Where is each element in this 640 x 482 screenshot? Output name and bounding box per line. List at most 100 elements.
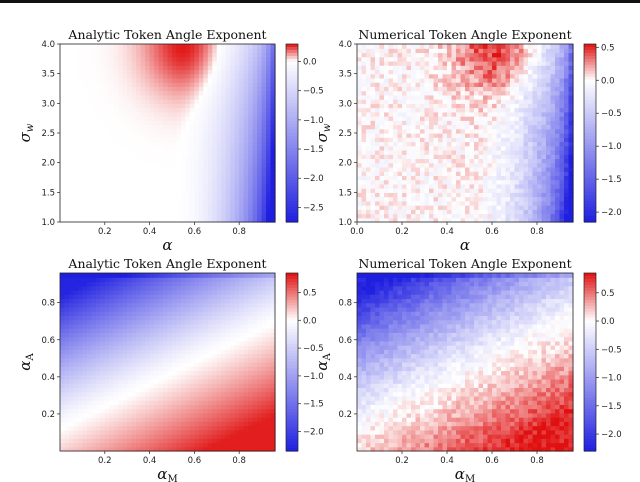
heatmap-cell [483, 128, 489, 134]
heatmap-cell [496, 175, 502, 181]
heatmap-cell [474, 60, 480, 66]
heatmap-cell [496, 200, 502, 206]
heatmap-cell [415, 94, 421, 100]
heatmap-cell [384, 217, 390, 223]
heatmap-cell [541, 171, 547, 176]
y-tick-label: 2.0 [338, 159, 352, 169]
heatmap-cell [442, 86, 448, 92]
heatmap-cell [411, 128, 417, 134]
heatmap-cell [248, 86, 254, 92]
colorbar-step [286, 150, 298, 155]
heatmap-cell [550, 103, 556, 109]
heatmap-cell [60, 196, 66, 202]
heatmap-cell [248, 217, 254, 223]
heatmap-cell [225, 90, 231, 96]
heatmap-cell [546, 145, 552, 151]
heatmap-cell [131, 383, 137, 389]
heatmap-cell [176, 154, 182, 160]
heatmap-cell [118, 395, 124, 401]
heatmap-cell [266, 65, 272, 71]
heatmap-cell [145, 82, 151, 87]
heatmap-cell [252, 124, 258, 130]
heatmap-cell [438, 192, 444, 198]
heatmap-cell [100, 438, 106, 444]
heatmap-cell [370, 192, 376, 198]
heatmap-cell [216, 52, 222, 58]
heatmap-cell [60, 391, 66, 397]
heatmap-cell [73, 213, 79, 219]
heatmap-cell [266, 94, 272, 100]
heatmap-cell [239, 158, 245, 164]
chart-title: Analytic Token Angle Exponent [67, 27, 266, 42]
heatmap-cell [122, 213, 128, 219]
heatmap-cell [82, 99, 88, 104]
heatmap-cell [91, 137, 97, 143]
heatmap-cell [149, 179, 155, 185]
heatmap-cell [411, 111, 417, 117]
heatmap-cell [77, 357, 83, 363]
x-tick-label: 0.0 [350, 227, 364, 237]
heatmap-cell [64, 357, 70, 363]
heatmap-cell [438, 200, 444, 206]
heatmap-cell [357, 86, 363, 92]
heatmap-cell [118, 315, 124, 321]
heatmap-cell [136, 137, 142, 143]
heatmap-cell [397, 209, 403, 215]
colorbar-step [286, 207, 298, 211]
heatmap-cell [167, 145, 173, 151]
heatmap-cell [248, 90, 254, 96]
heatmap-cell [198, 192, 204, 198]
heatmap-cell [411, 107, 417, 113]
heatmap-cell [519, 200, 525, 206]
heatmap-cell [402, 107, 408, 113]
heatmap-cell [393, 120, 399, 126]
heatmap-cell [176, 175, 182, 181]
heatmap-cell [171, 73, 178, 79]
heatmap-cell [176, 73, 182, 79]
heatmap-cell [528, 175, 534, 181]
heatmap-cell [91, 166, 97, 172]
heatmap-cell [60, 209, 66, 215]
heatmap-cell [131, 99, 137, 104]
heatmap-cell [415, 213, 421, 219]
heatmap-cell [456, 179, 462, 185]
heatmap-cell [239, 175, 245, 181]
heatmap-cell [361, 171, 367, 176]
heatmap-cell [95, 56, 101, 62]
heatmap-cell [270, 158, 276, 164]
heatmap-cell [487, 116, 493, 121]
heatmap-cell [230, 44, 236, 49]
heatmap-cell [456, 205, 462, 210]
heatmap-cell [510, 56, 516, 62]
heatmap-cell [68, 289, 75, 295]
heatmap-cell [198, 94, 204, 100]
heatmap-cell [131, 421, 137, 427]
heatmap-cell [243, 166, 249, 172]
heatmap-cell [393, 56, 399, 62]
heatmap-cell [532, 60, 538, 66]
heatmap-cell [73, 349, 79, 355]
heatmap-cell [185, 77, 191, 83]
colorbar-step [286, 219, 298, 223]
heatmap-cell [361, 99, 367, 104]
heatmap-cell [68, 442, 75, 448]
heatmap-cell [451, 60, 457, 66]
heatmap-cell [550, 86, 556, 92]
heatmap-cell [212, 188, 218, 193]
heatmap-cell [216, 120, 222, 126]
heatmap-cell [91, 400, 97, 405]
heatmap-cell [411, 86, 417, 92]
heatmap-cell [532, 162, 538, 168]
heatmap-cell [424, 44, 430, 49]
heatmap-cell [198, 133, 204, 138]
heatmap-cell [406, 94, 412, 100]
heatmap-cell [60, 412, 66, 418]
heatmap-cell [216, 209, 222, 215]
heatmap-cell [180, 145, 187, 151]
heatmap-cell [212, 200, 218, 206]
heatmap-cell [366, 175, 372, 181]
heatmap-cell [77, 166, 83, 172]
heatmap-cell [82, 357, 88, 363]
heatmap-cell [77, 281, 83, 287]
heatmap-cell [163, 188, 169, 193]
